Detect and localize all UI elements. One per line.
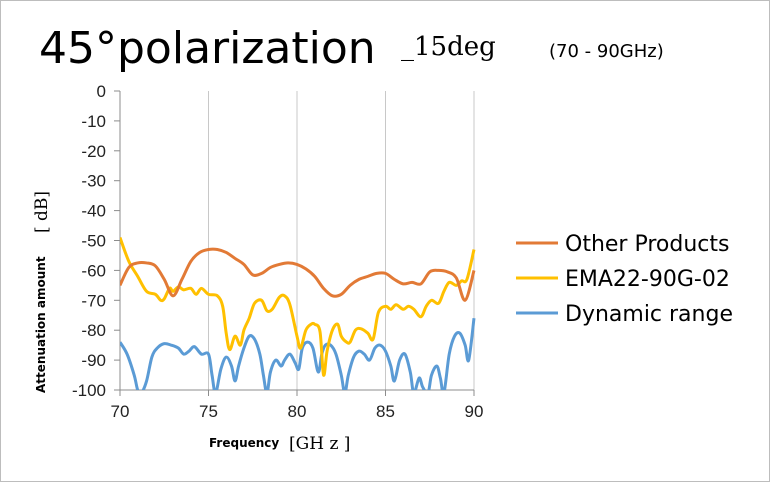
y-tick-label--40: -40 [81, 202, 106, 221]
series-lines [120, 236, 476, 390]
chart-title-suffix: _15deg [401, 32, 496, 62]
y-axis-label: Attenuation amount [34, 256, 48, 393]
y-tick-label--10: -10 [81, 112, 106, 131]
legend-label-ema22-90g-02: EMA22-90G-02 [565, 267, 730, 292]
x-tick-label-80: 80 [288, 402, 307, 421]
y-tick-label--50: -50 [81, 232, 106, 251]
series-line-dynamic-range [120, 318, 476, 390]
x-axis-label: Frequency [209, 436, 279, 450]
x-tick-label-70: 70 [111, 402, 130, 421]
x-tick-label-75: 75 [199, 402, 218, 421]
x-tick-label-90: 90 [465, 402, 484, 421]
y-tick-label--90: -90 [81, 351, 106, 370]
x-tick-labels: 70 75 80 85 90 [111, 402, 484, 421]
chart-title: 45°polarization [39, 23, 376, 74]
x-axis-unit: [GH z ] [289, 434, 350, 454]
y-tick-label--100: -100 [72, 381, 106, 400]
legend-label-dynamic-range: Dynamic range [565, 302, 733, 327]
y-axis-unit: [ dB] [32, 191, 52, 233]
legend-label-other-products: Other Products [565, 232, 729, 257]
axes [114, 90, 475, 396]
x-tick-label-85: 85 [376, 402, 395, 421]
y-tick-label--20: -20 [81, 142, 106, 161]
y-tick-label--80: -80 [81, 321, 106, 340]
y-tick-label--70: -70 [81, 291, 106, 310]
series-line-ema22-90g-02 [120, 236, 476, 377]
y-tick-label-0: 0 [97, 82, 106, 101]
y-tick-label--30: -30 [81, 172, 106, 191]
series-line-other-products [120, 247, 476, 302]
grid-lines [208, 91, 475, 390]
legend: Other Products EMA22-90G-02 Dynamic range [516, 232, 733, 327]
chart-title-range: (70 - 90GHz) [549, 41, 664, 62]
y-tick-label--60: -60 [81, 261, 106, 280]
y-tick-labels: 0 -10 -20 -30 -40 -50 -60 -70 -80 -90 -100 [72, 82, 106, 400]
